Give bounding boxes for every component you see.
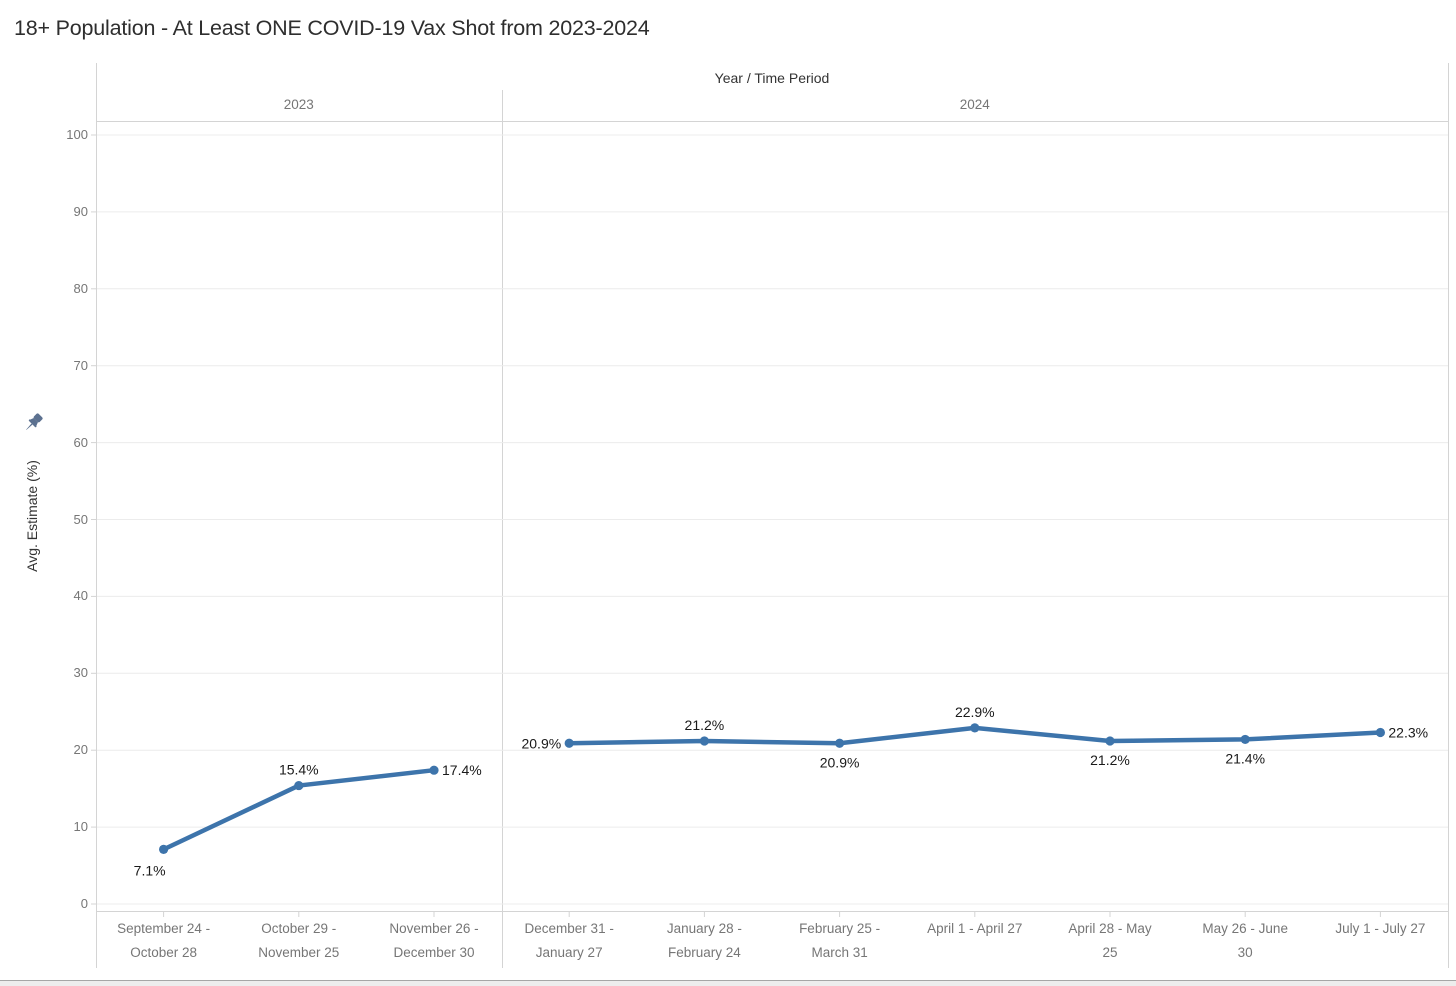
x-axis-category-label[interactable]: November 26 - December 30: [366, 917, 501, 965]
data-point-label: 21.2%: [685, 717, 725, 733]
data-point[interactable]: [1375, 727, 1385, 738]
x-axis-category-label[interactable]: September 24 - October 28: [96, 917, 231, 965]
x-axis-category-line: November 26 -: [389, 921, 479, 936]
y-axis-tick-label: 0: [80, 896, 88, 911]
chart-title: 18+ Population - At Least ONE COVID-19 V…: [14, 16, 650, 40]
data-point[interactable]: [835, 738, 845, 748]
x-axis-line: [96, 911, 1449, 912]
x-axis-category-label[interactable]: October 29 - November 25: [231, 917, 366, 965]
x-axis-category-line: April 28 - May: [1068, 921, 1152, 936]
x-axis-category-line: May 26 - June: [1202, 921, 1288, 936]
x-axis-category-line: January 27: [535, 945, 603, 960]
x-axis-category-line: October 29 -: [261, 921, 337, 936]
data-point[interactable]: [699, 736, 710, 746]
data-point[interactable]: [1240, 734, 1250, 745]
data-point[interactable]: [1105, 736, 1115, 746]
y-axis-tick-label: 80: [73, 280, 88, 296]
data-point-label: 22.3%: [1388, 725, 1428, 741]
data-point-label: 20.9%: [521, 735, 561, 751]
data-point-label: 7.1%: [134, 862, 166, 878]
x-axis-category-label[interactable]: January 28 - February 24: [637, 917, 772, 965]
data-point[interactable]: [294, 780, 304, 791]
y-axis-tick-label: 30: [73, 665, 88, 681]
y-axis-tick-label: 50: [73, 511, 88, 527]
data-point-label: 21.2%: [1090, 752, 1130, 768]
x-axis-category-line: March 31: [811, 945, 868, 960]
y-axis-tick-label: 10: [73, 819, 88, 835]
y-axis-tick-label: 40: [73, 588, 88, 604]
x-axis-category-label[interactable]: February 25 - March 31: [772, 917, 907, 965]
x-axis-category-line: September 24 -: [117, 921, 211, 936]
x-axis-category-label[interactable]: July 1 - July 27: [1313, 917, 1448, 941]
x-axis-category-label[interactable]: April 1 - April 27: [907, 917, 1042, 941]
x-axis-category-label[interactable]: April 28 - May 25: [1042, 917, 1177, 965]
panel-divider: [501, 90, 503, 968]
x-axis-category-label[interactable]: December 31 - January 27: [502, 917, 637, 965]
x-axis-category-line: October 28: [130, 945, 197, 960]
x-axis-category-line: February 24: [667, 945, 741, 960]
x-axis-category-line: December 31 -: [524, 921, 614, 936]
data-point-label: 21.4%: [1225, 750, 1265, 766]
y-axis-tick-label: 60: [73, 434, 88, 450]
year-header-2024[interactable]: 2024: [959, 97, 990, 112]
horizontal-scrollbar-track[interactable]: [0, 980, 1456, 986]
y-axis-line: [96, 63, 97, 968]
x-axis-category-line: 25: [1102, 945, 1118, 960]
data-point-label: 15.4%: [279, 762, 319, 778]
data-point[interactable]: [970, 723, 980, 733]
y-axis-tick-label: 100: [66, 127, 88, 142]
column-field-label: Year / Time Period: [714, 70, 830, 86]
data-point-label: 17.4%: [442, 762, 482, 778]
y-axis-tick-label: 90: [73, 203, 88, 219]
y-axis-tick-label: 70: [73, 357, 88, 373]
x-axis-category-line: July 1 - July 27: [1335, 921, 1426, 936]
x-axis-category-line: December 30: [393, 945, 475, 960]
x-axis-category-label[interactable]: May 26 - June 30: [1178, 917, 1313, 965]
data-point[interactable]: [429, 765, 439, 775]
year-header-2023[interactable]: 2023: [283, 97, 314, 112]
data-point[interactable]: [564, 738, 574, 748]
x-axis-category-line: April 1 - April 27: [927, 921, 1023, 936]
x-axis-category-line: February 25 -: [799, 921, 881, 936]
x-axis-category-line: 30: [1237, 945, 1253, 960]
pane-top-border: [96, 121, 1448, 122]
data-point-label: 20.9%: [820, 754, 860, 770]
data-point-label: 22.9%: [955, 704, 995, 720]
data-point[interactable]: [159, 844, 169, 855]
pane-right-border: [1448, 63, 1449, 968]
x-axis-category-line: November 25: [258, 945, 340, 960]
pushpin-icon[interactable]: [20, 410, 46, 436]
y-axis-tick-label: 20: [73, 742, 88, 758]
x-axis-category-line: January 28 -: [666, 921, 742, 936]
